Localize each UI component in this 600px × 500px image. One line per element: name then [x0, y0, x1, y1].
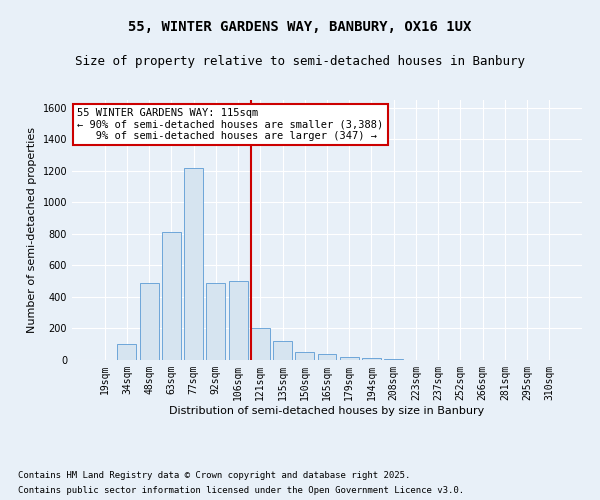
Bar [295, 352, 314, 360]
Bar [229, 281, 248, 360]
Bar [162, 232, 181, 360]
Text: Contains public sector information licensed under the Open Government Licence v3: Contains public sector information licen… [18, 486, 464, 495]
Bar [317, 354, 337, 360]
Bar [384, 359, 403, 360]
Text: 55 WINTER GARDENS WAY: 115sqm
← 90% of semi-detached houses are smaller (3,388)
: 55 WINTER GARDENS WAY: 115sqm ← 90% of s… [77, 108, 383, 141]
Bar [140, 283, 158, 360]
Text: Size of property relative to semi-detached houses in Banbury: Size of property relative to semi-detach… [75, 55, 525, 68]
Bar [251, 328, 270, 360]
Bar [184, 168, 203, 360]
Bar [362, 358, 381, 360]
Bar [340, 357, 359, 360]
X-axis label: Distribution of semi-detached houses by size in Banbury: Distribution of semi-detached houses by … [169, 406, 485, 415]
Text: 55, WINTER GARDENS WAY, BANBURY, OX16 1UX: 55, WINTER GARDENS WAY, BANBURY, OX16 1U… [128, 20, 472, 34]
Bar [118, 344, 136, 360]
Bar [273, 341, 292, 360]
Bar [206, 283, 225, 360]
Text: Contains HM Land Registry data © Crown copyright and database right 2025.: Contains HM Land Registry data © Crown c… [18, 471, 410, 480]
Y-axis label: Number of semi-detached properties: Number of semi-detached properties [27, 127, 37, 333]
